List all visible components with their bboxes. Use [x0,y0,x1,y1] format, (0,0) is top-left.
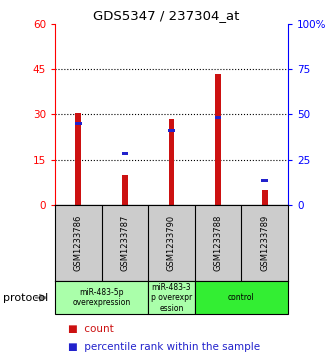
Bar [215,116,221,119]
Text: GSM1233788: GSM1233788 [213,215,223,272]
Bar [76,113,81,205]
Text: miR-483-3
p overexpr
ession: miR-483-3 p overexpr ession [151,283,192,313]
Bar [169,119,174,205]
Bar [122,175,128,205]
Text: GSM1233790: GSM1233790 [167,215,176,271]
Text: GSM1233786: GSM1233786 [74,215,83,272]
Bar [261,179,268,182]
Text: control: control [228,293,255,302]
Text: ■  percentile rank within the sample: ■ percentile rank within the sample [68,342,260,352]
Bar [195,281,288,314]
Bar [55,281,148,314]
Text: GSM1233787: GSM1233787 [120,215,130,272]
Bar [262,190,267,205]
Bar [148,281,195,314]
Text: GDS5347 / 237304_at: GDS5347 / 237304_at [93,9,240,22]
Bar [215,73,221,205]
Text: ■  count: ■ count [68,323,114,334]
Text: GSM1233789: GSM1233789 [260,215,269,271]
Text: protocol: protocol [3,293,49,303]
Bar [75,122,82,125]
Text: miR-483-5p
overexpression: miR-483-5p overexpression [73,288,131,307]
Bar [168,130,175,132]
Bar [122,152,128,155]
